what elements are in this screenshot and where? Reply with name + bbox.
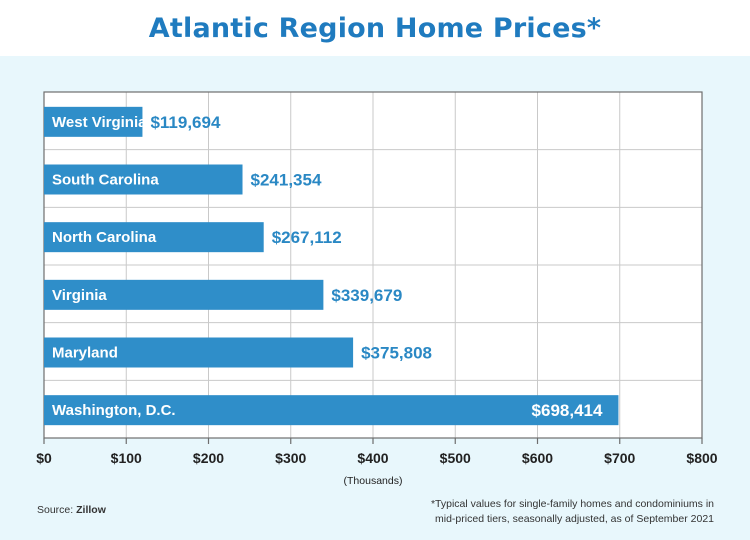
footnote-line-2: mid-priced tiers, seasonally adjusted, a…	[435, 513, 714, 525]
bar	[44, 222, 264, 253]
source-name: Zillow	[76, 504, 106, 516]
bar-value-label: $119,694	[150, 113, 221, 132]
x-tick-label: $200	[193, 450, 224, 466]
bar-value-label: $241,354	[251, 171, 322, 190]
x-tick-label: $100	[111, 450, 142, 466]
x-tick-label: $300	[275, 450, 306, 466]
bar	[44, 164, 243, 195]
bar-value-label: $698,414	[532, 401, 603, 420]
footnote: *Typical values for single-family homes …	[384, 497, 714, 527]
x-tick-label: $400	[357, 450, 388, 466]
x-axis-label: (Thousands)	[344, 475, 403, 487]
x-tick-label: $800	[686, 450, 717, 466]
bar-category-label: North Carolina	[52, 229, 157, 246]
x-tick-label: $500	[440, 450, 471, 466]
source-label: Source:	[37, 504, 74, 516]
source-note: Source: Zillow	[37, 504, 106, 516]
bar-category-label: Virginia	[52, 287, 107, 304]
x-tick-label: $0	[36, 450, 52, 466]
x-tick-label: $600	[522, 450, 553, 466]
bar-value-label: $267,112	[272, 228, 342, 247]
bar	[44, 395, 619, 426]
bar-value-label: $339,679	[331, 286, 402, 305]
bar-category-label: Washington, D.C.	[52, 402, 176, 419]
bar-value-label: $375,808	[361, 344, 432, 363]
bar-category-label: Maryland	[52, 345, 118, 362]
bar-category-label: West Virginia	[52, 114, 147, 131]
bar	[44, 106, 143, 137]
bar-category-label: South Carolina	[52, 172, 159, 189]
footnote-line-1: *Typical values for single-family homes …	[430, 498, 714, 510]
bar	[44, 337, 354, 368]
chart-title: Atlantic Region Home Prices*	[0, 0, 750, 56]
bar	[44, 279, 324, 310]
x-tick-label: $700	[604, 450, 635, 466]
